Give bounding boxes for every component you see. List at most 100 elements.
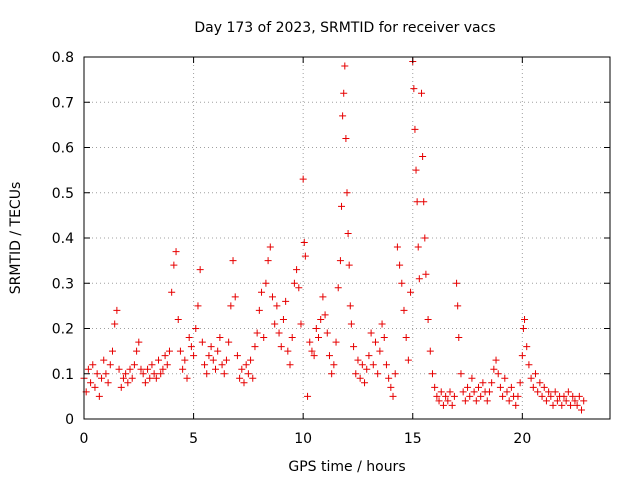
data-point bbox=[475, 383, 482, 391]
data-point bbox=[115, 365, 123, 373]
data-point bbox=[521, 315, 529, 323]
data-point bbox=[155, 356, 163, 364]
data-point bbox=[347, 320, 355, 328]
data-point bbox=[402, 334, 410, 342]
data-point bbox=[225, 338, 233, 346]
y-tick-label: 0.6 bbox=[52, 141, 74, 157]
data-point bbox=[448, 401, 456, 409]
data-point bbox=[343, 189, 351, 197]
data-point bbox=[393, 243, 401, 251]
data-point bbox=[271, 320, 279, 328]
data-point bbox=[288, 334, 296, 342]
data-point bbox=[391, 370, 399, 378]
data-point bbox=[157, 370, 165, 378]
grid bbox=[84, 57, 610, 419]
data-point bbox=[122, 370, 130, 378]
data-point bbox=[398, 279, 406, 287]
data-point bbox=[260, 334, 268, 342]
data-point bbox=[453, 279, 461, 287]
data-point bbox=[435, 397, 443, 405]
data-point bbox=[422, 270, 430, 278]
data-point bbox=[161, 352, 169, 360]
data-point bbox=[477, 392, 485, 400]
data-point bbox=[258, 288, 266, 296]
data-point bbox=[426, 347, 434, 355]
data-point bbox=[119, 374, 127, 382]
data-point bbox=[414, 243, 422, 251]
data-point bbox=[91, 383, 99, 391]
data-point bbox=[494, 370, 502, 378]
data-point bbox=[352, 370, 360, 378]
x-tick-label: 5 bbox=[189, 431, 198, 447]
data-point bbox=[415, 275, 423, 283]
data-point bbox=[304, 392, 312, 400]
data-point bbox=[98, 374, 106, 382]
data-point bbox=[338, 202, 346, 210]
y-tick-label: 0.1 bbox=[52, 367, 74, 383]
chart-title: Day 173 of 2023, SRMTID for receiver vac… bbox=[194, 20, 495, 36]
data-point bbox=[344, 229, 352, 237]
data-point bbox=[547, 392, 555, 400]
data-point bbox=[218, 361, 226, 369]
data-point bbox=[531, 370, 539, 378]
data-point bbox=[312, 325, 320, 332]
data-point bbox=[342, 134, 350, 142]
data-point bbox=[499, 392, 507, 400]
data-point bbox=[275, 329, 283, 337]
data-point bbox=[421, 234, 429, 242]
data-point bbox=[229, 257, 237, 265]
data-point bbox=[580, 397, 588, 405]
data-point bbox=[203, 370, 211, 378]
data-point bbox=[413, 198, 421, 206]
data-point bbox=[464, 383, 472, 391]
data-point bbox=[299, 175, 307, 183]
data-point bbox=[238, 365, 246, 373]
data-point bbox=[201, 361, 209, 369]
data-point bbox=[459, 388, 467, 396]
data-point bbox=[518, 352, 526, 360]
data-point bbox=[385, 374, 393, 382]
data-point bbox=[569, 392, 577, 400]
data-point bbox=[290, 279, 298, 287]
y-tick-label: 0.5 bbox=[52, 186, 74, 202]
data-point bbox=[545, 388, 553, 396]
data-point bbox=[332, 338, 340, 346]
data-point bbox=[286, 361, 294, 369]
data-point bbox=[268, 293, 276, 301]
data-point bbox=[424, 315, 432, 323]
data-point bbox=[273, 302, 281, 310]
data-point bbox=[282, 297, 290, 305]
data-point bbox=[488, 379, 496, 387]
data-point bbox=[516, 379, 524, 387]
data-point bbox=[542, 397, 550, 405]
data-point bbox=[159, 365, 167, 373]
data-point bbox=[454, 302, 462, 310]
y-tick-label: 0 bbox=[65, 412, 74, 428]
data-point bbox=[562, 397, 570, 405]
data-point bbox=[345, 261, 353, 269]
data-point bbox=[496, 383, 504, 391]
data-point bbox=[358, 361, 366, 369]
y-axis-label: SRMTID / TECUs bbox=[8, 182, 24, 295]
data-point bbox=[350, 343, 358, 351]
data-point bbox=[519, 325, 527, 332]
data-point bbox=[354, 356, 362, 364]
data-point bbox=[190, 352, 198, 360]
data-point bbox=[231, 293, 239, 301]
data-point bbox=[113, 306, 121, 314]
data-point bbox=[536, 379, 544, 387]
y-tick-label: 0.3 bbox=[52, 276, 74, 292]
axis-ticks: 0 5 10 15 20 0 0.1 0.2 0.3 0.4 0.5 0.6 0.7 0.8 bbox=[52, 50, 610, 447]
data-point bbox=[170, 261, 178, 269]
data-point bbox=[117, 383, 125, 391]
data-point bbox=[93, 370, 101, 378]
data-point bbox=[534, 388, 542, 396]
data-point bbox=[558, 401, 566, 409]
y-tick-label: 0.8 bbox=[52, 50, 74, 66]
data-point bbox=[365, 352, 373, 360]
data-point bbox=[334, 284, 342, 292]
data-point bbox=[179, 365, 187, 373]
data-point bbox=[249, 374, 257, 382]
data-point bbox=[187, 343, 195, 351]
